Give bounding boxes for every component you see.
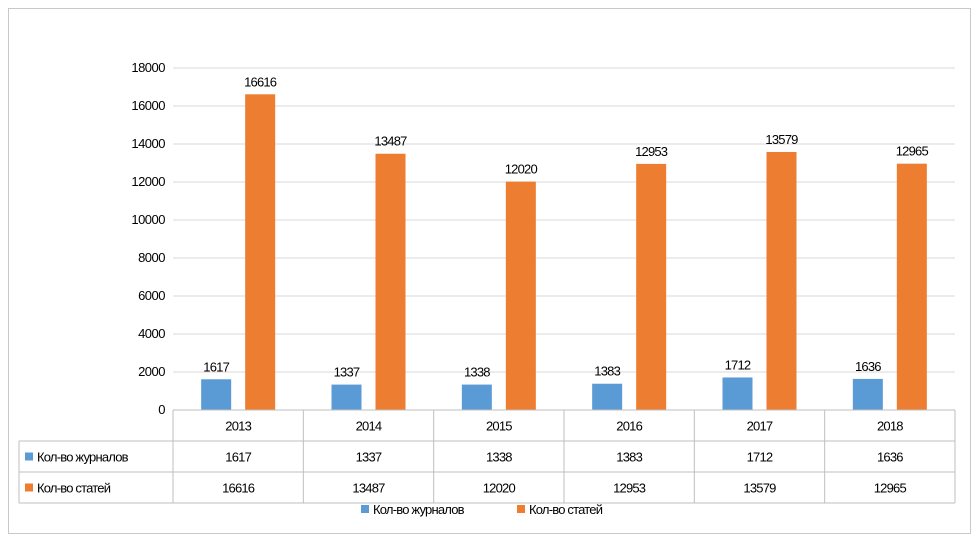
y-tick-label: 10000 bbox=[131, 212, 165, 227]
bar-journals bbox=[331, 384, 362, 410]
table-legend-key bbox=[25, 483, 33, 492]
x-category-label: 2013 bbox=[225, 419, 251, 434]
y-axis-ticks: 0 2000 4000 6000 8000 10000 12000 14000 16000 180… bbox=[131, 60, 165, 417]
table-cell: 1712 bbox=[747, 450, 773, 465]
bar-journals bbox=[201, 379, 232, 410]
x-category-label: 2015 bbox=[486, 419, 512, 434]
bar-articles bbox=[505, 181, 536, 410]
bar-articles bbox=[636, 163, 667, 410]
table-cell: 13487 bbox=[352, 481, 385, 496]
table-cell: 1338 bbox=[486, 450, 512, 465]
bar-journals bbox=[461, 384, 492, 410]
y-tick-label: 14000 bbox=[131, 136, 165, 151]
table-cell: 12953 bbox=[613, 481, 646, 496]
data-label: 16616 bbox=[244, 74, 277, 89]
data-label: 1617 bbox=[203, 359, 229, 374]
bar-articles bbox=[766, 151, 797, 410]
table-cell: 16616 bbox=[222, 481, 255, 496]
data-label: 12953 bbox=[635, 144, 668, 159]
y-tick-label: 8000 bbox=[138, 250, 165, 265]
data-label: 1712 bbox=[725, 357, 751, 372]
bar-journals bbox=[722, 377, 753, 410]
bars bbox=[201, 94, 927, 411]
table-series-name: Кол-во журналов bbox=[37, 450, 129, 465]
data-label: 1383 bbox=[594, 364, 620, 379]
legend-label: Кол-во статей bbox=[529, 502, 603, 517]
legend-key bbox=[517, 505, 525, 513]
legend-key bbox=[361, 505, 369, 513]
legend-label: Кол-во журналов bbox=[373, 502, 465, 517]
y-tick-label: 2000 bbox=[138, 364, 165, 379]
y-tick-label: 4000 bbox=[138, 326, 165, 341]
bar-articles bbox=[896, 163, 927, 410]
x-category-label: 2016 bbox=[616, 419, 642, 434]
bar-journals bbox=[852, 378, 883, 410]
bar-chart: 0 2000 4000 6000 8000 10000 12000 14000 16000 180… bbox=[18, 60, 956, 517]
y-tick-label: 18000 bbox=[131, 60, 165, 75]
table-cell: 12020 bbox=[483, 481, 516, 496]
bar-journals bbox=[592, 383, 623, 410]
data-label: 1337 bbox=[334, 365, 360, 380]
bar-articles bbox=[245, 94, 276, 411]
data-label: 13487 bbox=[374, 134, 407, 149]
data-label: 12965 bbox=[896, 144, 929, 159]
table-cell: 1337 bbox=[356, 450, 382, 465]
y-tick-label: 16000 bbox=[131, 98, 165, 113]
table-legend-key bbox=[25, 452, 33, 461]
table-cell: 1636 bbox=[877, 450, 903, 465]
table-cell: 1617 bbox=[225, 450, 251, 465]
data-labels: 1617 1337 1338 1383 1712 1636 16616 13487 12020 1… bbox=[203, 74, 929, 380]
chart-frame: 0 2000 4000 6000 8000 10000 12000 14000 16000 180… bbox=[8, 8, 971, 534]
data-label: 12020 bbox=[505, 162, 538, 177]
table-cell: 12965 bbox=[874, 481, 907, 496]
table-cell: 13579 bbox=[743, 481, 776, 496]
y-tick-label: 12000 bbox=[131, 174, 165, 189]
gridlines bbox=[173, 67, 955, 373]
x-category-label: 2018 bbox=[877, 419, 903, 434]
y-tick-label: 0 bbox=[158, 402, 165, 417]
data-label: 1636 bbox=[855, 359, 881, 374]
bar-articles bbox=[375, 153, 406, 410]
y-tick-label: 6000 bbox=[138, 288, 165, 303]
table-cell: 1383 bbox=[616, 450, 642, 465]
x-category-label: 2017 bbox=[747, 419, 773, 434]
data-label: 1338 bbox=[464, 365, 490, 380]
legend: Кол-во журналов Кол-во статей bbox=[361, 502, 604, 517]
table-series-name: Кол-во статей bbox=[37, 481, 111, 496]
data-label: 13579 bbox=[765, 132, 798, 147]
data-table: 2013 2014 2015 2016 2017 2018 Кол-во журналов 1… bbox=[18, 409, 956, 504]
x-category-label: 2014 bbox=[356, 419, 382, 434]
